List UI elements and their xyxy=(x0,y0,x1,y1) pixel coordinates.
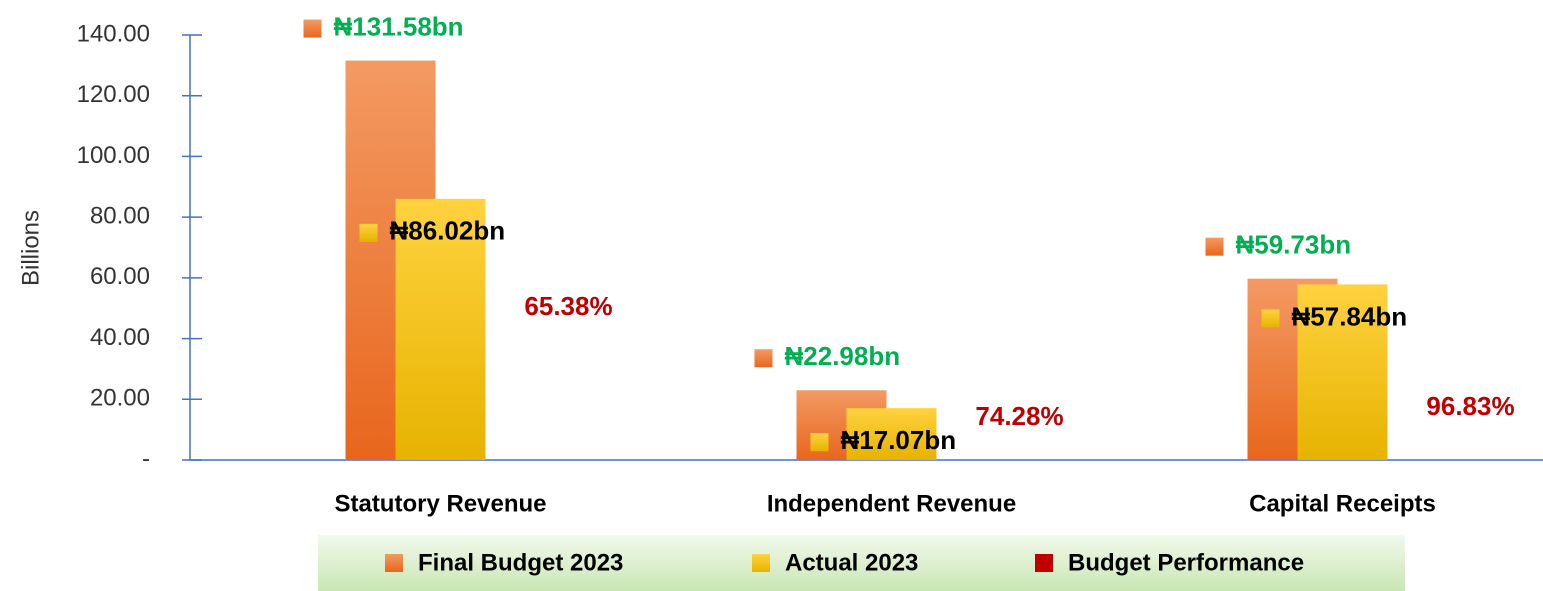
label-marker xyxy=(1261,309,1280,328)
data-label: ₦86.02bn xyxy=(390,216,506,246)
bar xyxy=(846,408,937,460)
legend-label: Actual 2023 xyxy=(785,549,918,576)
legend-marker xyxy=(752,554,770,572)
data-label: 96.83% xyxy=(1426,391,1514,421)
label-marker xyxy=(810,433,829,452)
y-tick-label: - xyxy=(142,445,150,472)
y-tick-label: 20.00 xyxy=(90,385,150,412)
legend-label: Final Budget 2023 xyxy=(418,549,623,576)
bar xyxy=(395,198,486,460)
data-label: ₦131.58bn xyxy=(334,11,464,41)
x-tick-label: Capital Receipts xyxy=(1249,490,1436,517)
legend-box xyxy=(318,535,1405,591)
label-marker xyxy=(754,349,773,368)
data-label: 65.38% xyxy=(524,291,612,321)
bar xyxy=(1297,284,1388,460)
data-label: ₦22.98bn xyxy=(785,341,901,371)
data-label: ₦57.84bn xyxy=(1292,301,1408,331)
y-tick-label: 40.00 xyxy=(90,324,150,351)
legend-marker xyxy=(1035,554,1053,572)
y-tick-label: 80.00 xyxy=(90,202,150,229)
x-tick-label: Independent Revenue xyxy=(767,490,1016,517)
y-tick-label: 120.00 xyxy=(77,81,150,108)
y-tick-label: 60.00 xyxy=(90,263,150,290)
label-marker xyxy=(1205,237,1224,256)
label-marker xyxy=(359,223,378,242)
y-tick-label: 100.00 xyxy=(77,142,150,169)
data-label: ₦17.07bn xyxy=(841,425,957,455)
y-axis-label: Billions xyxy=(17,210,44,286)
data-label: 74.28% xyxy=(975,401,1063,431)
x-tick-label: Statutory Revenue xyxy=(334,490,546,517)
label-marker xyxy=(303,19,322,38)
legend-marker xyxy=(385,554,403,572)
data-label: ₦59.73bn xyxy=(1236,230,1352,260)
legend-label: Budget Performance xyxy=(1068,549,1304,576)
y-tick-label: 140.00 xyxy=(77,20,150,47)
